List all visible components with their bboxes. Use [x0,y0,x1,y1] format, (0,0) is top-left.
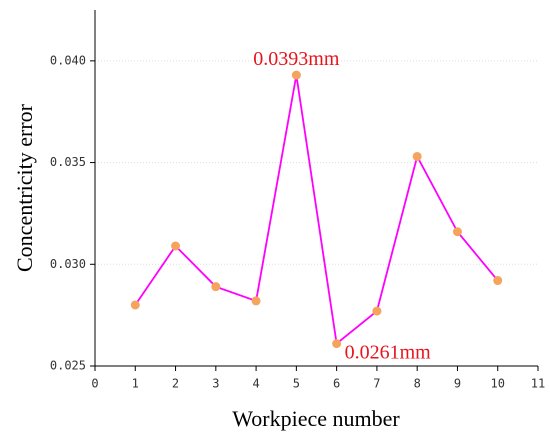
data-point [291,70,301,80]
data-point [493,276,503,286]
data-point [130,300,140,310]
y-tick-label: 0.025 [50,359,86,373]
data-point [251,296,261,306]
x-tick-label: 5 [293,377,300,391]
y-tick-label: 0.040 [50,53,86,67]
data-point [372,306,382,316]
x-tick-label: 10 [491,377,505,391]
x-tick-label: 4 [252,377,259,391]
x-tick-label: 11 [531,377,545,391]
x-tick-label: 6 [333,377,340,391]
x-tick-label: 0 [91,377,98,391]
x-tick-label: 9 [454,377,461,391]
y-tick-label: 0.035 [50,155,86,169]
x-tick-label: 7 [373,377,380,391]
x-tick-label: 8 [414,377,421,391]
x-tick-label: 2 [172,377,179,391]
x-tick-label: 3 [212,377,219,391]
value-label: 0.0393mm [253,48,340,70]
data-point [171,241,181,251]
y-tick-label: 0.030 [50,257,86,271]
x-axis-title: Workpiece number [232,406,400,431]
x-tick-label: 1 [132,377,139,391]
data-point [412,151,422,161]
data-point [452,227,462,237]
y-axis-title: Concentricity error [12,103,37,272]
data-point [211,282,221,292]
data-point [332,339,342,349]
value-label: 0.0261mm [345,342,432,364]
data-line [134,74,499,346]
